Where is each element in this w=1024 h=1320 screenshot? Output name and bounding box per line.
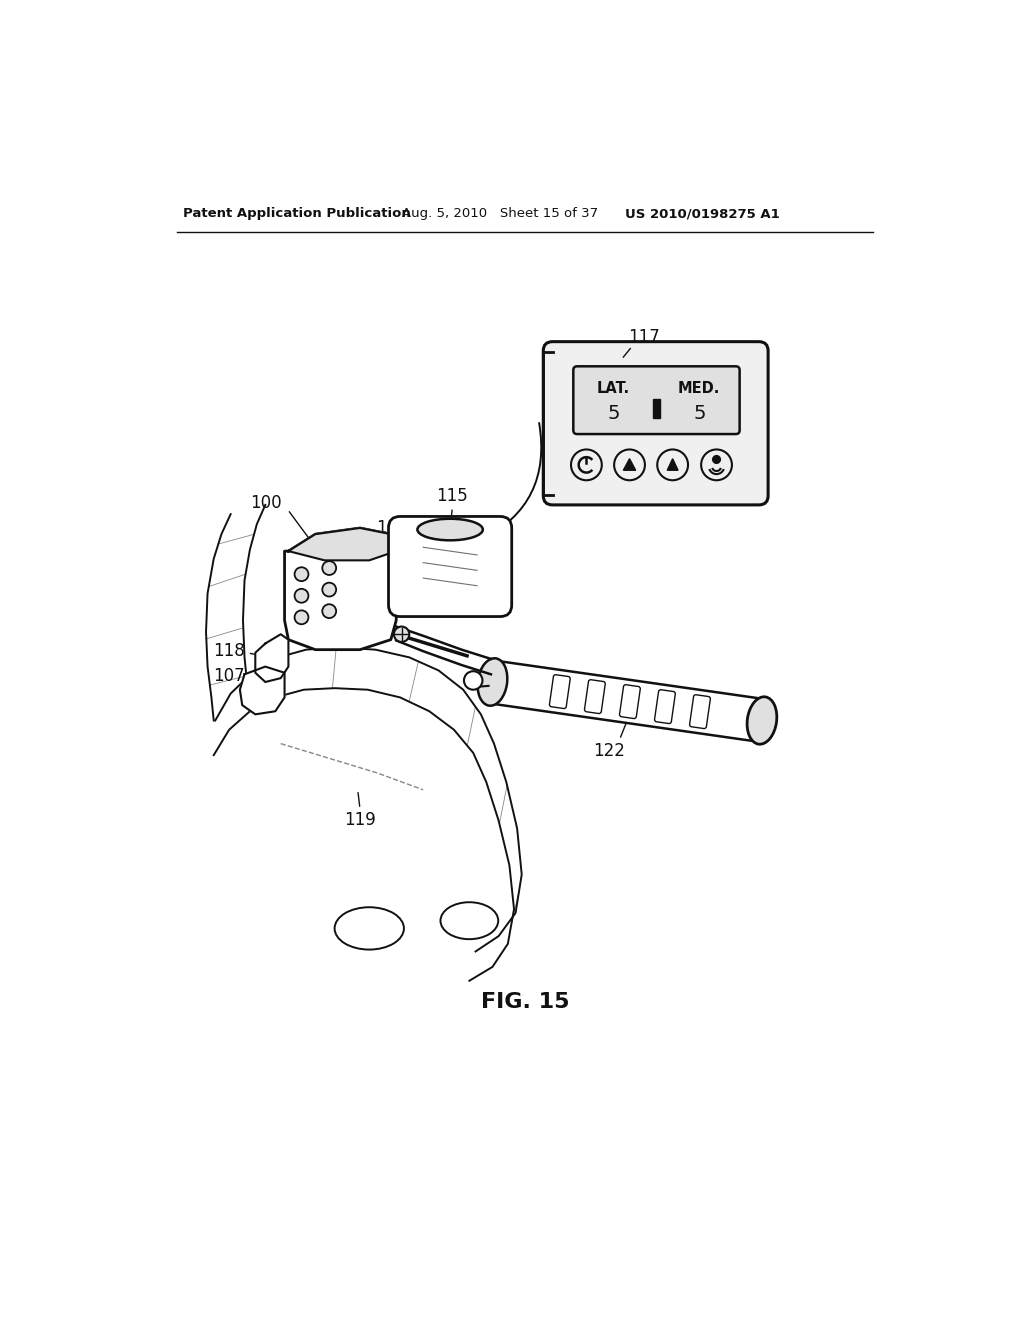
Polygon shape bbox=[489, 660, 765, 742]
Circle shape bbox=[323, 582, 336, 597]
Ellipse shape bbox=[335, 907, 403, 949]
FancyBboxPatch shape bbox=[544, 342, 768, 506]
Text: US 2010/0198275 A1: US 2010/0198275 A1 bbox=[625, 207, 779, 220]
Text: 5: 5 bbox=[607, 404, 620, 422]
Polygon shape bbox=[289, 528, 396, 560]
Circle shape bbox=[464, 671, 482, 689]
FancyBboxPatch shape bbox=[654, 690, 675, 723]
Ellipse shape bbox=[440, 903, 499, 940]
Polygon shape bbox=[396, 627, 490, 675]
Text: LAT.: LAT. bbox=[597, 381, 630, 396]
Polygon shape bbox=[624, 459, 636, 470]
Polygon shape bbox=[240, 667, 285, 714]
Ellipse shape bbox=[748, 697, 777, 744]
Circle shape bbox=[323, 561, 336, 576]
Polygon shape bbox=[285, 528, 396, 649]
Circle shape bbox=[394, 627, 410, 642]
Text: 117: 117 bbox=[628, 329, 659, 346]
Text: 108: 108 bbox=[376, 519, 408, 537]
Text: 118: 118 bbox=[213, 643, 245, 660]
Text: MED.: MED. bbox=[678, 381, 721, 396]
Text: 122: 122 bbox=[594, 742, 626, 760]
Text: 119: 119 bbox=[344, 812, 376, 829]
FancyBboxPatch shape bbox=[573, 367, 739, 434]
Circle shape bbox=[713, 455, 720, 463]
Polygon shape bbox=[206, 506, 265, 721]
FancyBboxPatch shape bbox=[620, 685, 640, 718]
FancyBboxPatch shape bbox=[388, 516, 512, 616]
Polygon shape bbox=[255, 635, 289, 682]
Text: Aug. 5, 2010   Sheet 15 of 37: Aug. 5, 2010 Sheet 15 of 37 bbox=[401, 207, 598, 220]
Text: 107: 107 bbox=[213, 667, 245, 685]
Ellipse shape bbox=[477, 659, 507, 706]
Text: 100: 100 bbox=[250, 495, 282, 512]
Circle shape bbox=[571, 450, 602, 480]
FancyBboxPatch shape bbox=[689, 694, 711, 729]
Circle shape bbox=[657, 450, 688, 480]
Polygon shape bbox=[668, 459, 678, 470]
FancyBboxPatch shape bbox=[550, 675, 570, 709]
Circle shape bbox=[295, 610, 308, 624]
Circle shape bbox=[295, 589, 308, 603]
Text: FIG. 15: FIG. 15 bbox=[480, 991, 569, 1011]
Circle shape bbox=[614, 450, 645, 480]
Text: 115: 115 bbox=[436, 487, 468, 506]
Text: Patent Application Publication: Patent Application Publication bbox=[183, 207, 411, 220]
Text: 5: 5 bbox=[693, 404, 706, 422]
Polygon shape bbox=[214, 647, 521, 981]
Circle shape bbox=[295, 568, 308, 581]
FancyBboxPatch shape bbox=[585, 680, 605, 714]
Ellipse shape bbox=[418, 519, 483, 540]
Bar bbox=[653, 400, 659, 418]
Circle shape bbox=[701, 450, 732, 480]
Circle shape bbox=[323, 605, 336, 618]
